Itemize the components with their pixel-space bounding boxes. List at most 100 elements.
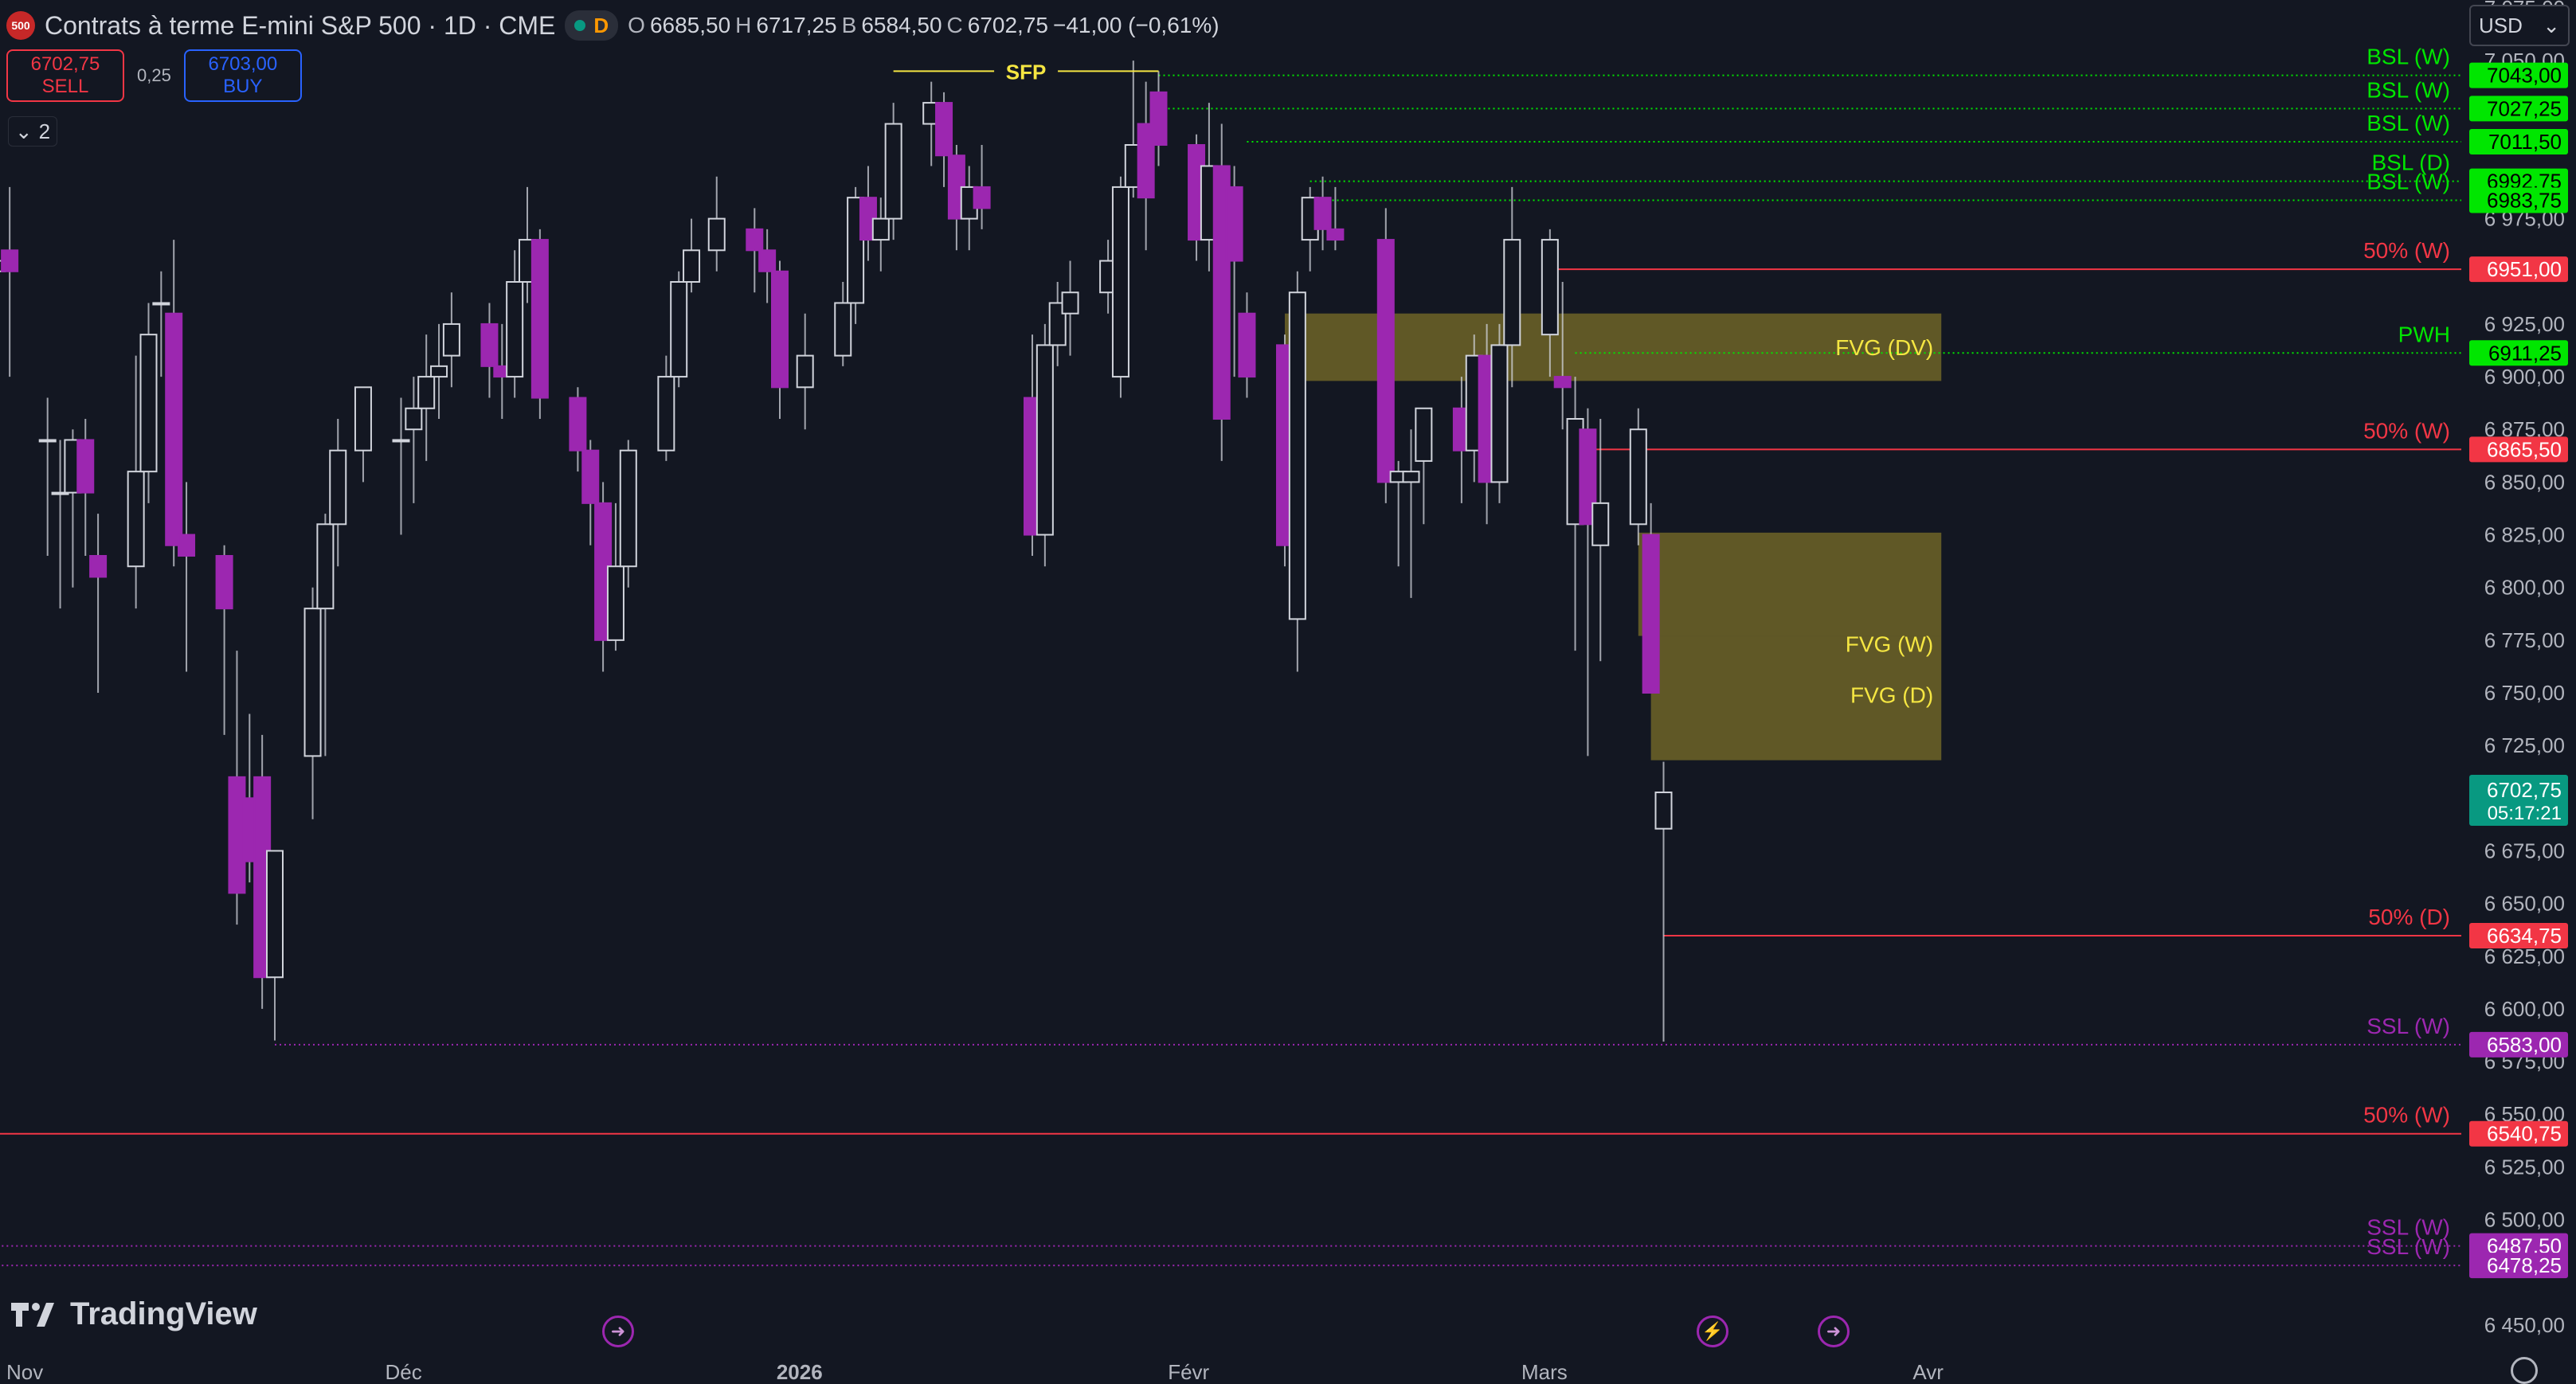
candle-body[interactable]	[796, 354, 814, 389]
candle-body[interactable]	[1225, 186, 1243, 262]
candle-body[interactable]	[329, 449, 347, 526]
candle-body[interactable]	[215, 555, 233, 610]
candle-body[interactable]	[89, 555, 108, 578]
candle-body[interactable]	[178, 534, 196, 557]
level-label: SSL (W)	[2367, 1234, 2450, 1259]
symbol-title[interactable]: Contrats à terme E-mini S&P 500 · 1D · C…	[45, 10, 556, 40]
candle-body[interactable]	[127, 471, 145, 568]
flash-event-marker-icon[interactable]: ⚡	[1697, 1316, 1728, 1347]
level-price-tag	[2469, 1233, 2568, 1259]
candle-body[interactable]	[266, 850, 284, 979]
candle-body[interactable]	[76, 439, 95, 494]
candle-body[interactable]	[430, 365, 448, 378]
candle-body[interactable]	[405, 407, 423, 431]
close-label: C	[946, 13, 963, 37]
candle-body[interactable]	[1591, 502, 1610, 546]
level-price-tag	[2469, 96, 2568, 122]
candle-body[interactable]	[1579, 428, 1597, 526]
ohlc-readout: O 6685,50 H 6717,25 B 6584,50 C 6702,75 −41,…	[628, 13, 1219, 38]
high-label: H	[735, 13, 752, 37]
candle-body[interactable]	[1313, 197, 1332, 230]
currency-value: USD	[2479, 13, 2523, 37]
candle-body[interactable]	[480, 323, 499, 367]
candle-body[interactable]	[1376, 239, 1395, 483]
chevron-down-icon: ⌄	[2543, 13, 2560, 37]
currency-select[interactable]: USD ⌄	[2469, 5, 2570, 46]
candle-body[interactable]	[1629, 428, 1647, 526]
candle-body[interactable]	[392, 439, 410, 443]
level-price-tag	[2469, 256, 2568, 283]
close-value: 6702,75	[967, 13, 1048, 37]
candle-body[interactable]	[1415, 407, 1433, 462]
open-label: O	[628, 13, 645, 37]
candle-body[interactable]	[771, 270, 789, 389]
sell-button[interactable]: 6702,75 SELL	[6, 49, 124, 102]
candle-body[interactable]	[1061, 291, 1079, 315]
bar-countdown-label: 05:17:21	[2488, 803, 2562, 824]
fvg-label: FVG (D)	[1850, 683, 1933, 708]
candle-body[interactable]	[1654, 792, 1673, 830]
level-price-tag	[2469, 187, 2568, 213]
market-status-pill[interactable]: D	[565, 10, 619, 41]
candle-body[interactable]	[1326, 228, 1345, 241]
candle-body[interactable]	[657, 376, 675, 452]
candle-body[interactable]	[1490, 344, 1509, 483]
candle-body[interactable]	[871, 217, 890, 241]
candle-body[interactable]	[606, 565, 624, 641]
candle-body[interactable]	[417, 376, 436, 409]
candle-body[interactable]	[758, 249, 777, 272]
event-marker-icon[interactable]: ➜	[1818, 1316, 1850, 1347]
indicators-toggle-button[interactable]: ⌄ 2	[8, 116, 57, 147]
tradingview-logo-icon	[11, 1302, 54, 1327]
candle-body[interactable]	[1553, 376, 1572, 389]
candle-body[interactable]	[354, 386, 372, 452]
candle-body[interactable]	[1, 249, 19, 272]
sfp-label: SFP	[1006, 60, 1047, 84]
buy-button[interactable]: 6703,00 BUY	[183, 49, 302, 102]
candle-body[interactable]	[1503, 239, 1521, 346]
candle-body[interactable]	[506, 281, 524, 378]
candle-body[interactable]	[683, 249, 701, 283]
candle-body[interactable]	[619, 449, 637, 568]
symbol-logo-icon[interactable]: 500	[6, 11, 35, 40]
candle-body[interactable]	[1149, 91, 1168, 146]
candle-body[interactable]	[442, 323, 460, 357]
candle-body[interactable]	[165, 312, 183, 546]
candle-body[interactable]	[569, 397, 587, 452]
candle-body[interactable]	[973, 186, 991, 209]
level-label: 50% (W)	[2363, 238, 2450, 263]
candle-body[interactable]	[38, 439, 57, 443]
candle-body[interactable]	[935, 102, 953, 157]
candle-body[interactable]	[1402, 471, 1420, 483]
candle-body[interactable]	[746, 228, 764, 252]
level-price-label: 6865,50	[2487, 437, 2562, 461]
candle-body[interactable]	[1541, 239, 1559, 336]
candle-body[interactable]	[1238, 312, 1256, 378]
event-marker-icon[interactable]: ➜	[602, 1316, 634, 1347]
candle-body[interactable]	[530, 239, 549, 399]
level-price-tag	[2469, 436, 2568, 463]
x-axis-tick-label: Déc	[386, 1360, 422, 1381]
candle-body[interactable]	[152, 302, 170, 306]
candle-body[interactable]	[834, 302, 852, 357]
settings-gear-icon[interactable]	[2511, 1357, 2538, 1384]
candle-body[interactable]	[1642, 534, 1660, 694]
candle-body[interactable]	[139, 334, 158, 473]
candle-body[interactable]	[884, 123, 902, 220]
candle-body[interactable]	[303, 608, 322, 757]
y-axis-tick-label: 6 850,00	[2484, 470, 2565, 494]
level-price-label: 6478,25	[2487, 1253, 2562, 1277]
candle-body[interactable]	[1288, 291, 1306, 620]
level-price-label: 6951,00	[2487, 257, 2562, 281]
candle-body[interactable]	[316, 523, 335, 610]
level-price-tag	[2469, 922, 2568, 948]
candle-body[interactable]	[1111, 186, 1129, 378]
candle-body[interactable]	[707, 217, 726, 252]
level-price-label: 6540,75	[2487, 1122, 2562, 1146]
candle-body[interactable]	[1035, 344, 1054, 536]
candle-body[interactable]	[581, 449, 600, 504]
level-price-label: 7027,25	[2487, 96, 2562, 120]
level-label: BSL (W)	[2367, 77, 2450, 102]
candle-body[interactable]	[670, 281, 688, 378]
